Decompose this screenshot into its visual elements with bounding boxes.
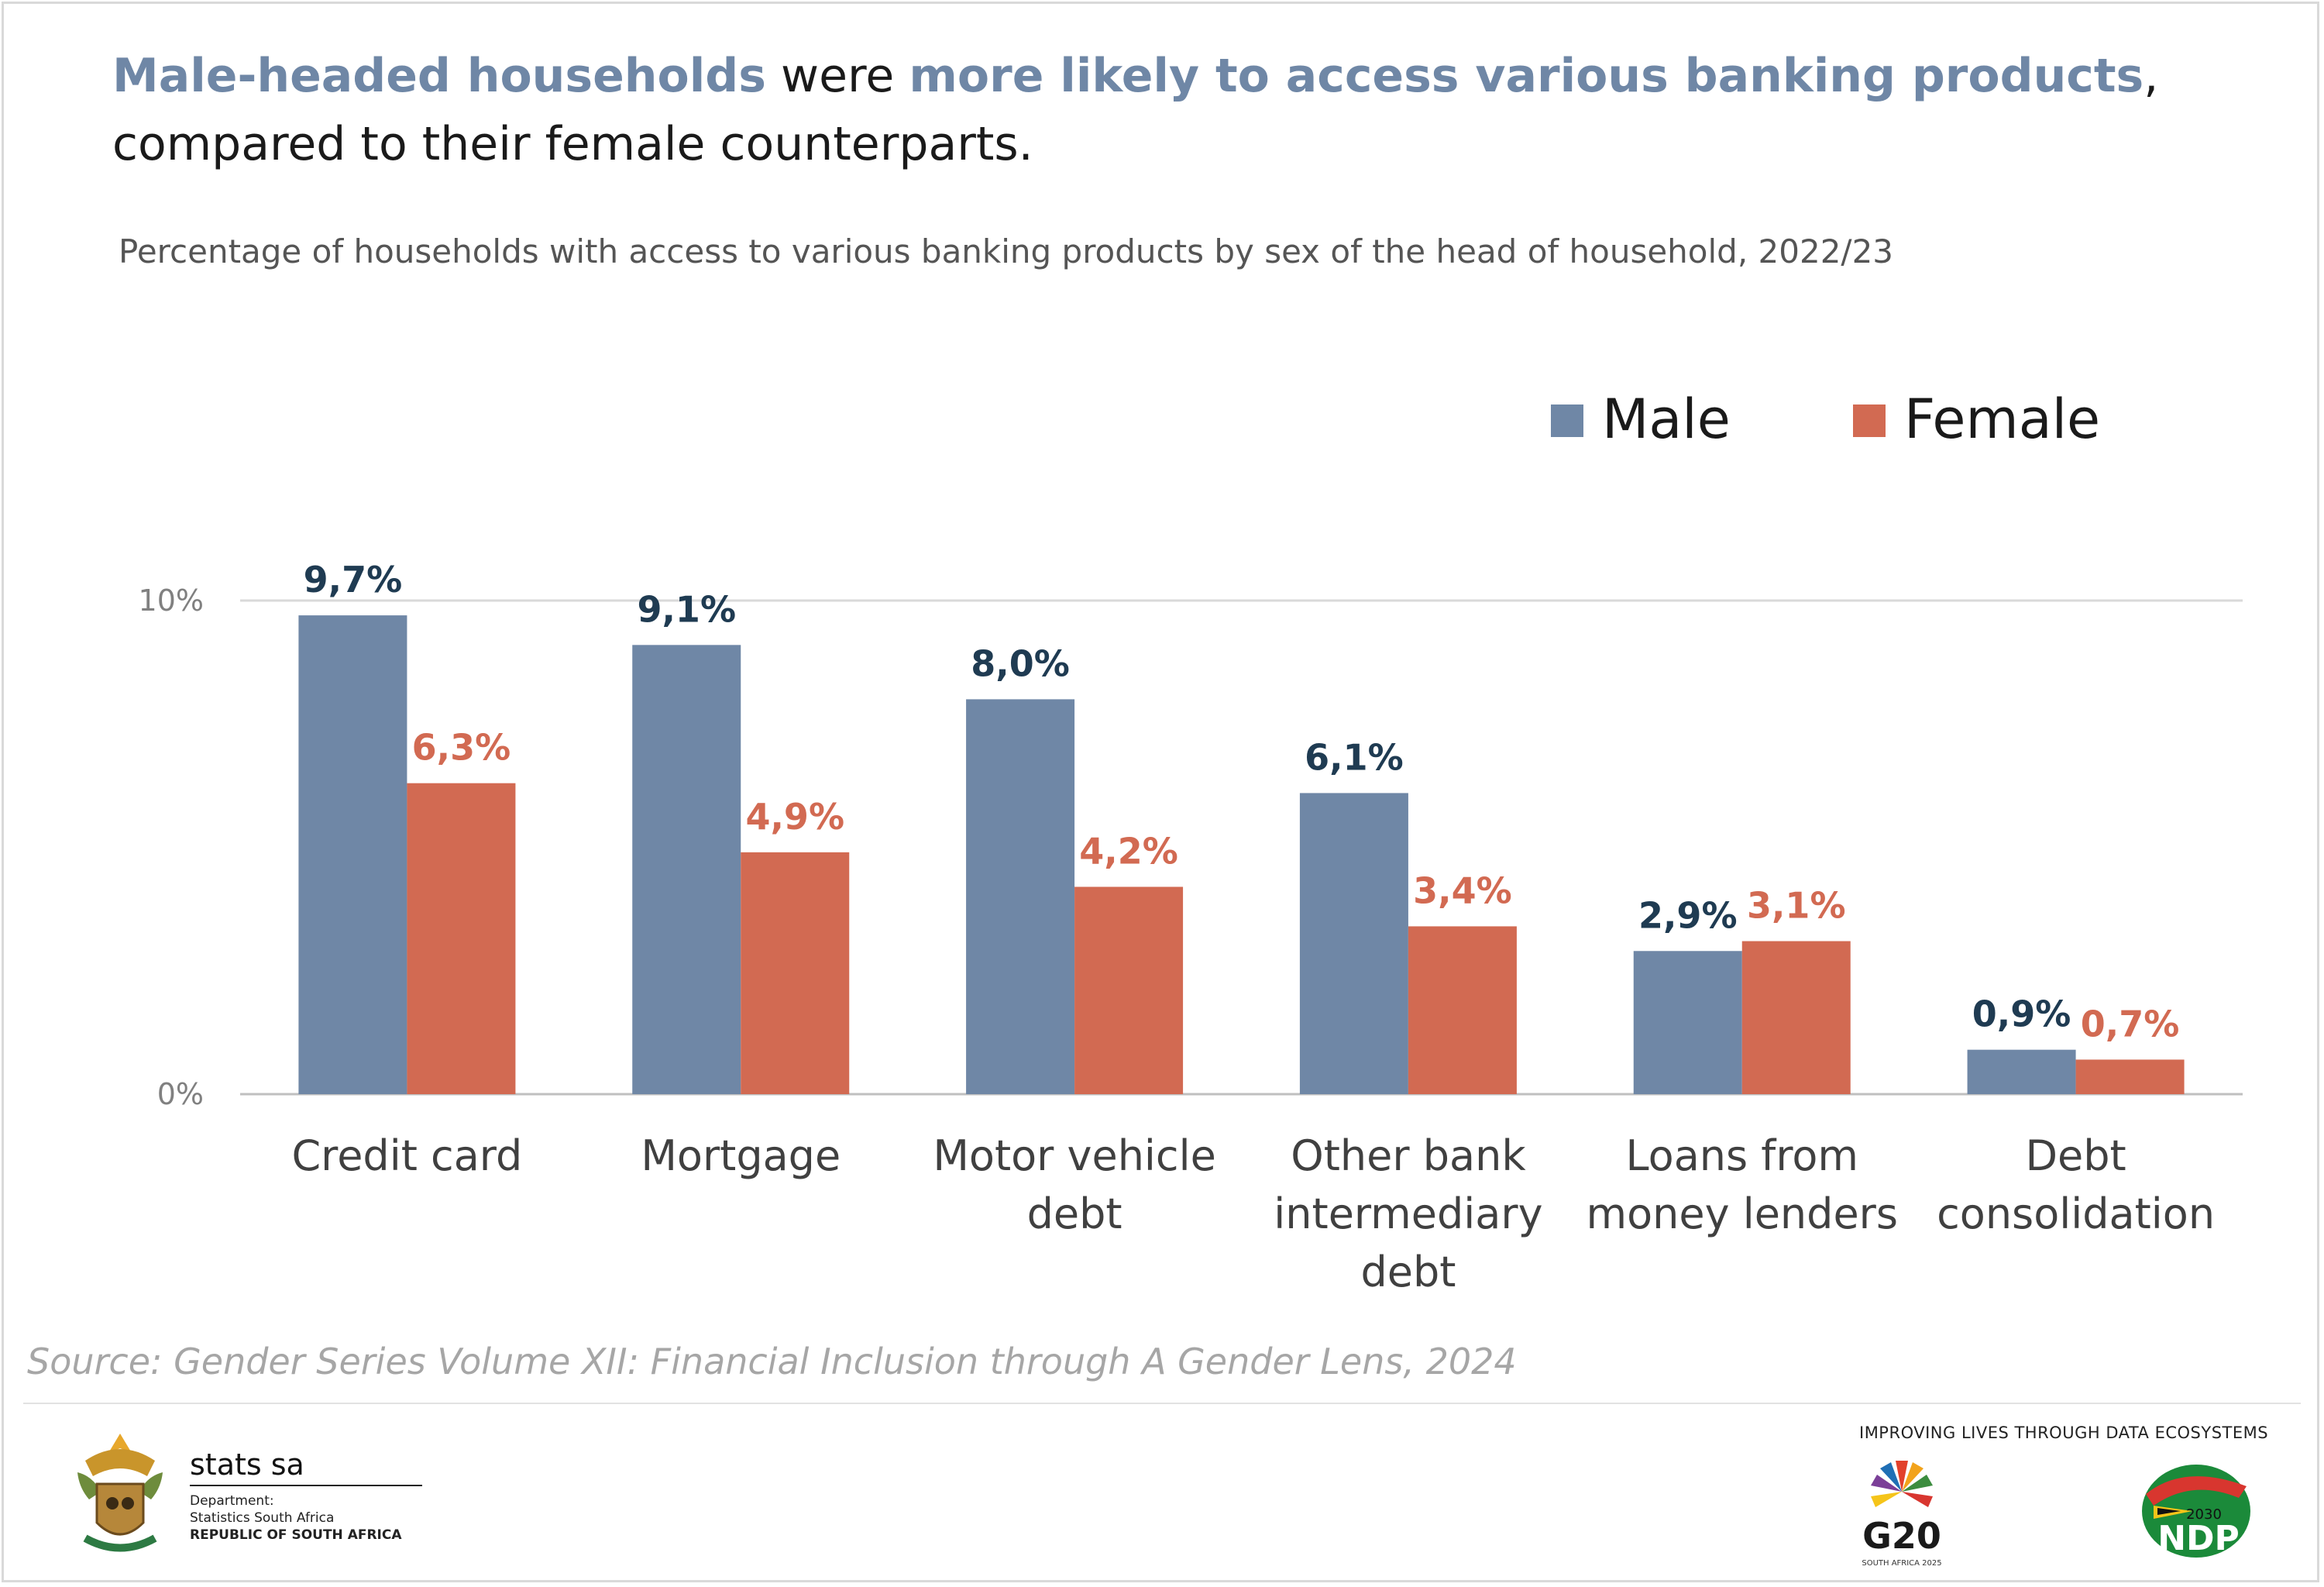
bar-male <box>1967 1049 2076 1094</box>
bar-male <box>1633 951 1742 1094</box>
dept-line-3: REPUBLIC OF SOUTH AFRICA <box>190 1527 402 1543</box>
data-label-male: 8,0% <box>971 642 1070 684</box>
bar-male <box>1299 793 1408 1094</box>
legend-swatch-male <box>1551 404 1583 437</box>
tagline: IMPROVING LIVES THROUGH DATA ECOSYSTEMS <box>1859 1423 2269 1442</box>
bar-chart: 0% 10% Male Female 9,7% 6,3% Credit card 9,1% 4,… <box>139 387 2243 1296</box>
headline-text-2: , compared to their female counterparts. <box>112 49 2159 171</box>
category-label: Debt <box>2025 1131 2126 1180</box>
y-tick-label: 0% <box>157 1077 204 1111</box>
data-label-male: 9,7% <box>304 559 403 601</box>
legend-label-male: Male <box>1602 387 1731 451</box>
category-label: Other bank <box>1291 1131 1526 1180</box>
data-label-female: 4,2% <box>1079 830 1178 872</box>
data-label-female: 4,9% <box>745 796 844 838</box>
category-label: Mortgage <box>641 1131 841 1180</box>
dept-line-1: Department: <box>190 1493 274 1509</box>
g20-subtext: SOUTH AFRICA 2025 <box>1862 1559 1941 1568</box>
org-name: stats sa <box>190 1448 304 1482</box>
category-label: Credit card <box>291 1131 522 1180</box>
bar-female <box>1408 926 1517 1094</box>
category-label: debt <box>1027 1189 1122 1238</box>
data-label-male: 2,9% <box>1638 894 1738 936</box>
ndp-year: 2030 <box>2186 1506 2222 1523</box>
data-label-male: 0,9% <box>1972 993 2071 1035</box>
category-label: intermediary <box>1274 1189 1542 1238</box>
category-label: Loans from <box>1626 1131 1858 1180</box>
bar-male <box>632 645 741 1094</box>
category-label: consolidation <box>1937 1189 2215 1238</box>
legend-swatch-female <box>1853 404 1886 437</box>
org-name-underline <box>190 1485 422 1486</box>
data-label-male: 9,1% <box>637 588 736 630</box>
data-label-female: 3,1% <box>1747 885 1846 927</box>
chart-subtitle: Percentage of households with access to … <box>119 232 1894 270</box>
headline: Male-headed households were more likely … <box>112 42 2281 178</box>
footer-divider <box>23 1403 2301 1404</box>
headline-highlight-1: Male-headed households <box>112 49 766 103</box>
headline-text-1: were <box>765 49 909 103</box>
g20-logo: G20 SOUTH AFRICA 2025 <box>1862 1461 1942 1568</box>
bar-female <box>407 783 516 1094</box>
ndp-text: NDP <box>2157 1519 2240 1558</box>
category-label: Motor vehicle <box>933 1131 1216 1180</box>
headline-highlight-2: more likely to access various banking pr… <box>909 49 2144 103</box>
legend-label-female: Female <box>1904 387 2100 451</box>
data-label-female: 3,4% <box>1413 869 1512 911</box>
coat-of-arms-logo <box>77 1434 163 1552</box>
department-block: Department: Statistics South Africa REPU… <box>190 1492 402 1544</box>
source-note: Source: Gender Series Volume XII: Financ… <box>27 1341 1517 1382</box>
bar-female <box>2075 1059 2185 1094</box>
data-label-female: 0,7% <box>2081 1003 2180 1045</box>
bar-female <box>1741 941 1851 1094</box>
category-label: debt <box>1360 1248 1456 1296</box>
category-label: money lenders <box>1587 1189 1899 1238</box>
data-label-female: 6,3% <box>412 727 511 769</box>
data-label-male: 6,1% <box>1305 736 1404 778</box>
bar-female <box>1074 886 1184 1094</box>
y-tick-label: 10% <box>139 584 204 618</box>
bar-male <box>298 615 407 1094</box>
bar-female <box>741 852 850 1094</box>
g20-text: G20 <box>1862 1515 1941 1557</box>
ndp-logo: 2030 NDP <box>2142 1465 2250 1558</box>
dept-line-2: Statistics South Africa <box>190 1510 335 1526</box>
bar-male <box>966 699 1075 1094</box>
